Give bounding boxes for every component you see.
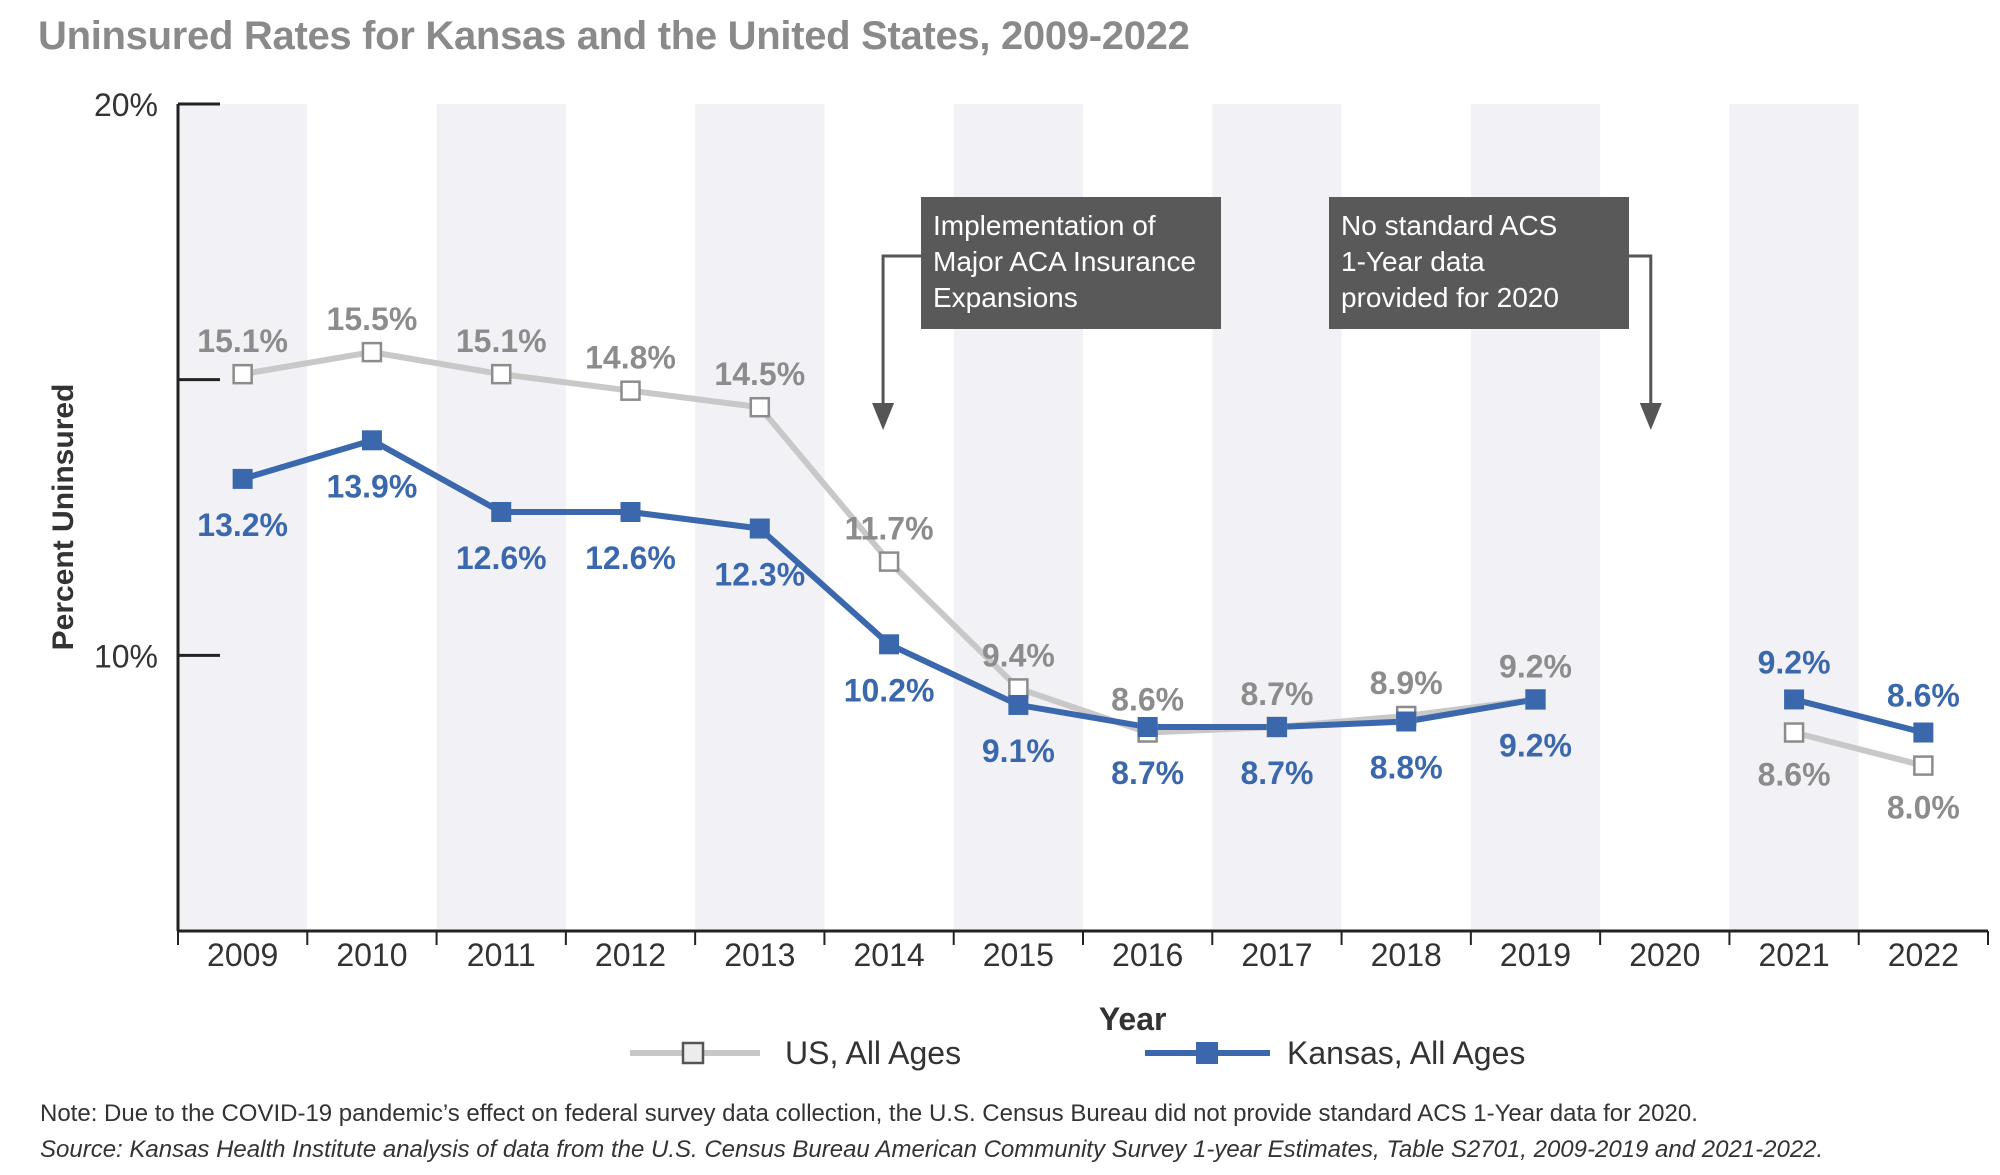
kansas-data-label-2019: 9.2%	[1499, 727, 1572, 763]
chart-title: Uninsured Rates for Kansas and the Unite…	[38, 14, 1190, 58]
legend-us-marker	[681, 1041, 705, 1065]
chart-source: Source: Kansas Health Institute analysis…	[40, 1136, 1824, 1163]
us-point-2009	[232, 363, 253, 385]
y-axis-title: Percent Uninsured	[47, 384, 80, 651]
us-series-line-segment-1	[1793, 729, 1925, 769]
annotation-text-line: Implementation of	[933, 210, 1156, 241]
us-point-2012	[620, 380, 641, 401]
annotation-text-line: Major ACA Insurance	[933, 246, 1196, 277]
kansas-data-label-2021: 9.2%	[1758, 644, 1831, 680]
x-tick-label-2016: 2016	[1112, 937, 1183, 973]
annotation-text-line: No standard ACS	[1341, 210, 1557, 241]
legend: US, All Ages Kansas, All Ages	[630, 1035, 1525, 1071]
kansas-data-label-2016: 8.7%	[1111, 755, 1184, 791]
background-band-2017	[1212, 104, 1342, 931]
kansas-point-2016	[1137, 717, 1158, 738]
annotation-arrow-line	[1629, 254, 1653, 410]
kansas-point-2021	[1784, 689, 1805, 710]
x-tick-label-2019: 2019	[1500, 937, 1571, 973]
annotation-arrow-head	[1639, 403, 1662, 430]
x-tick-label-2009: 2009	[207, 937, 278, 973]
legend-kansas-label: Kansas, All Ages	[1287, 1035, 1525, 1071]
kansas-data-label-2010: 13.9%	[327, 468, 418, 504]
x-tick-label-2012: 2012	[595, 937, 666, 973]
background-band-2009	[178, 104, 308, 931]
kansas-point-2011	[491, 501, 512, 522]
annotation-arrow-line	[881, 254, 921, 410]
us-data-label-2015: 9.4%	[982, 637, 1055, 673]
background-band-2013	[695, 104, 825, 931]
x-tick-label-2020: 2020	[1629, 937, 1700, 973]
us-point-2013	[749, 396, 771, 418]
kansas-point-2015	[1008, 694, 1029, 715]
kansas-data-label-2011: 12.6%	[456, 540, 547, 576]
legend-us-label: US, All Ages	[785, 1035, 961, 1071]
kansas-data-label-2018: 8.8%	[1370, 749, 1443, 785]
us-data-label-2012: 14.8%	[585, 340, 676, 376]
x-tick-label-2017: 2017	[1241, 937, 1312, 973]
y-tick-label: 20%	[94, 87, 158, 123]
us-data-label-2016: 8.6%	[1111, 682, 1184, 718]
chart-note: Note: Due to the COVID-19 pandemic’s eff…	[40, 1100, 1698, 1127]
legend-kansas-marker	[1196, 1042, 1218, 1064]
x-tick-label-2013: 2013	[724, 937, 795, 973]
annotation-arrow-head	[872, 403, 895, 430]
x-tick-label-2014: 2014	[853, 937, 924, 973]
x-axis-title: Year	[1099, 1001, 1167, 1037]
kansas-data-label-2015: 9.1%	[982, 733, 1055, 769]
us-point-2022	[1913, 755, 1934, 776]
annotation-text-line: 1-Year data	[1341, 246, 1485, 277]
background-band-2021	[1729, 104, 1859, 931]
annotation-1: No standard ACS 1-Year data provided for 2…	[1329, 197, 1662, 430]
kansas-point-2012	[620, 501, 641, 522]
annotation-box	[921, 197, 1221, 329]
annotation-0: Implementation of Major ACA Insurance Expa…	[872, 197, 1221, 430]
us-point-2015	[1008, 678, 1029, 699]
kansas-point-2010	[361, 430, 382, 451]
kansas-point-2019	[1525, 689, 1546, 710]
us-data-label-2019: 9.2%	[1499, 648, 1572, 684]
kansas-data-label-2012: 12.6%	[585, 540, 676, 576]
us-data-label-2013: 14.5%	[714, 356, 805, 392]
kansas-data-label-2014: 10.2%	[844, 672, 935, 708]
us-data-label-2010: 15.5%	[327, 301, 418, 337]
kansas-data-label-2013: 12.3%	[714, 557, 805, 593]
kansas-series-line-segment-1	[1793, 696, 1925, 736]
us-point-2014	[878, 551, 900, 572]
kansas-point-2014	[879, 634, 900, 655]
annotation-box	[1329, 197, 1629, 329]
us-data-label-2022: 8.0%	[1887, 790, 1960, 826]
annotation-text-line: provided for 2020	[1341, 282, 1559, 313]
us-data-label-2018: 8.9%	[1370, 665, 1443, 701]
us-point-2011	[490, 363, 512, 385]
x-tick-label-2022: 2022	[1888, 937, 1959, 973]
x-tick-label-2015: 2015	[983, 937, 1054, 973]
kansas-point-2022	[1913, 722, 1934, 743]
us-data-label-2021: 8.6%	[1758, 757, 1831, 793]
us-data-label-2014: 11.7%	[845, 511, 934, 547]
us-point-2021	[1783, 722, 1805, 743]
x-tick-label-2011: 2011	[467, 937, 536, 973]
us-data-label-2011: 15.1%	[456, 323, 547, 359]
kansas-data-label-2022: 8.6%	[1887, 678, 1960, 714]
kansas-point-2017	[1266, 717, 1287, 738]
us-data-label-2017: 8.7%	[1240, 676, 1313, 712]
kansas-data-label-2017: 8.7%	[1240, 755, 1313, 791]
x-tick-label-2018: 2018	[1371, 937, 1442, 973]
kansas-point-2009	[232, 468, 253, 489]
x-tick-label-2010: 2010	[336, 937, 407, 973]
us-point-2010	[361, 341, 383, 363]
kansas-point-2018	[1396, 711, 1417, 732]
kansas-data-label-2009: 13.2%	[197, 507, 288, 543]
x-tick-label-2021: 2021	[1758, 937, 1829, 973]
kansas-point-2013	[749, 518, 770, 539]
us-data-label-2009: 15.1%	[197, 323, 288, 359]
annotation-text-line: Expansions	[933, 282, 1078, 313]
y-tick-label: 10%	[94, 638, 158, 674]
